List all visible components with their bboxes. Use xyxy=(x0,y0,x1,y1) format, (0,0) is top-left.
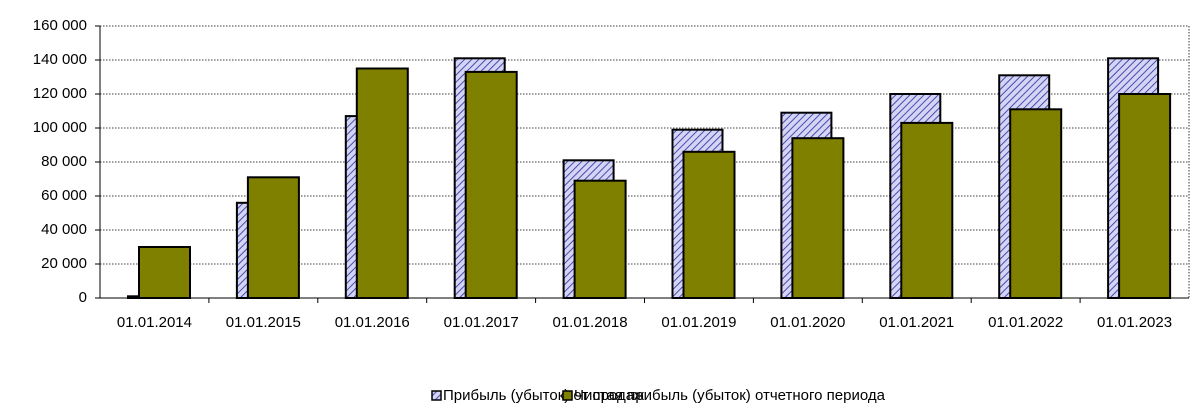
x-tick-label: 01.01.2023 xyxy=(1097,314,1172,331)
legend-swatch xyxy=(431,390,442,401)
x-tick-label: 01.01.2014 xyxy=(117,314,192,331)
legend-swatch xyxy=(562,390,573,401)
y-tick-label: 60 000 xyxy=(41,187,87,204)
bar xyxy=(464,70,518,300)
bar xyxy=(355,67,409,299)
y-tick-label: 20 000 xyxy=(41,255,87,272)
x-tick-label: 01.01.2015 xyxy=(226,314,301,331)
y-tick-label: 40 000 xyxy=(41,221,87,238)
x-tick-label: 01.01.2018 xyxy=(553,314,628,331)
bar xyxy=(246,176,300,299)
y-tick-label: 100 000 xyxy=(33,119,87,136)
y-tick-label: 0 xyxy=(79,289,87,306)
bar xyxy=(791,137,845,299)
x-tick-label: 01.01.2022 xyxy=(988,314,1063,331)
x-tick-label: 01.01.2017 xyxy=(444,314,519,331)
bar xyxy=(1118,93,1172,299)
legend-label: Чистая прибыль (убыток) отчетного период… xyxy=(574,387,886,403)
bar xyxy=(682,150,736,299)
y-tick-label: 80 000 xyxy=(41,153,87,170)
legend-label: Прибыль (убыток) от продаж xyxy=(443,387,644,403)
y-tick-label: 160 000 xyxy=(33,17,87,34)
y-tick-label: 140 000 xyxy=(33,51,87,68)
x-tick-label: 01.01.2019 xyxy=(661,314,736,331)
bar xyxy=(138,246,191,299)
bar xyxy=(900,121,954,300)
x-tick-label: 01.01.2020 xyxy=(770,314,845,331)
x-tick-label: 01.01.2021 xyxy=(879,314,954,331)
y-tick-label: 120 000 xyxy=(33,85,87,102)
bar xyxy=(1009,108,1063,299)
bar xyxy=(573,179,627,299)
x-tick-label: 01.01.2016 xyxy=(335,314,410,331)
